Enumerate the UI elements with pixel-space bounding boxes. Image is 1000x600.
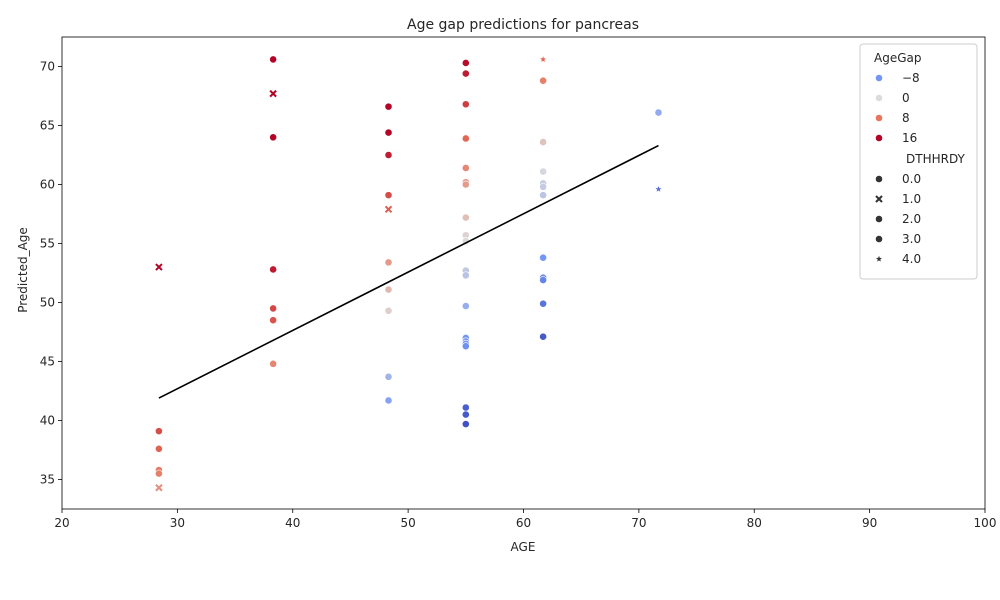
data-point [539, 191, 548, 200]
data-point [461, 410, 470, 419]
legend-style-marker [875, 235, 883, 243]
x-axis: 20 30 40 50 60 70 80 90 100 [54, 509, 996, 530]
data-point [384, 128, 393, 137]
data-point [461, 69, 470, 78]
y-tick-label: 50 [40, 296, 55, 310]
data-point [384, 258, 393, 267]
data-point [269, 265, 278, 274]
legend-style-marker [875, 215, 883, 223]
legend-style-label: 2.0 [902, 212, 921, 226]
legend-hue-title: AgeGap [874, 51, 921, 65]
data-point [539, 276, 548, 284]
y-tick-label: 65 [40, 119, 55, 133]
legend-hue-marker [875, 74, 883, 82]
data-point [384, 306, 393, 315]
data-point [461, 100, 470, 109]
data-point [269, 316, 278, 325]
data-point [384, 151, 393, 159]
legend-hue-marker [875, 134, 883, 142]
x-axis-label: AGE [511, 540, 536, 554]
data-point [384, 102, 393, 111]
y-tick-label: 45 [40, 355, 55, 369]
trend-line-group [158, 144, 659, 399]
y-axis: 35 40 45 50 55 60 65 70 [40, 60, 62, 487]
data-point [461, 164, 470, 172]
legend-style-label: 1.0 [902, 192, 921, 206]
legend-hue-label: 8 [902, 111, 910, 125]
data-point [384, 285, 393, 294]
data-point [384, 191, 393, 200]
legend-hue-marker [875, 114, 883, 122]
x-tick-label: 60 [516, 516, 531, 530]
x-tick-label: 30 [170, 516, 185, 530]
legend: AgeGap −8 0 8 16 DTHHRDY 0.0 1.0 2.0 3.0 4.0 [859, 43, 978, 280]
data-points [155, 55, 663, 492]
data-point [155, 427, 163, 436]
data-point [539, 253, 548, 262]
x-tick-label: 50 [400, 516, 415, 530]
data-point [461, 271, 470, 280]
data-point [269, 133, 278, 142]
data-point [269, 55, 278, 64]
data-point [155, 263, 163, 271]
legend-box [859, 43, 978, 280]
y-tick-label: 35 [40, 473, 55, 487]
legend-style-title: DTHHRDY [906, 152, 966, 166]
legend-style-label: 3.0 [902, 232, 921, 246]
data-point [461, 403, 470, 412]
data-point [539, 299, 548, 308]
data-point [155, 484, 163, 492]
data-point [539, 167, 548, 176]
y-axis-label: Predicted_Age [16, 227, 30, 313]
data-point [269, 359, 278, 368]
data-point [540, 56, 547, 63]
data-point [461, 420, 470, 428]
data-point [461, 180, 470, 189]
data-point [654, 108, 663, 117]
data-point [655, 186, 662, 192]
legend-hue-marker [875, 94, 883, 102]
data-point [384, 205, 393, 213]
data-point [539, 332, 548, 341]
legend-style-label: 0.0 [902, 172, 921, 186]
legend-style-marker [875, 175, 883, 183]
legend-hue-label: 0 [902, 91, 910, 105]
data-point [269, 89, 277, 98]
x-tick-label: 90 [862, 516, 877, 530]
y-tick-label: 40 [40, 414, 55, 428]
data-point [539, 76, 548, 85]
data-point [155, 469, 163, 478]
legend-hue-label: 16 [902, 131, 917, 145]
x-tick-label: 40 [285, 516, 300, 530]
data-point [461, 342, 470, 351]
data-point [461, 213, 470, 222]
data-point [155, 444, 163, 453]
y-tick-label: 60 [40, 178, 55, 192]
data-point [461, 59, 470, 67]
data-point [461, 134, 470, 143]
legend-hue-label: −8 [902, 71, 920, 85]
x-tick-label: 80 [747, 516, 762, 530]
data-point [384, 396, 393, 405]
x-tick-label: 70 [631, 516, 646, 530]
chart-title: Age gap predictions for pancreas [407, 17, 639, 33]
data-point [461, 302, 470, 310]
x-tick-label: 100 [974, 516, 997, 530]
data-point [384, 372, 393, 381]
legend-style-marker [875, 195, 883, 203]
data-point [539, 138, 548, 146]
legend-style-label: 4.0 [902, 252, 921, 266]
y-tick-label: 55 [40, 237, 55, 251]
data-point [539, 182, 548, 191]
y-tick-label: 70 [40, 60, 55, 74]
data-point [269, 304, 278, 313]
trend-line [158, 144, 659, 399]
legend-style-marker [875, 255, 883, 262]
x-tick-label: 20 [54, 516, 69, 530]
